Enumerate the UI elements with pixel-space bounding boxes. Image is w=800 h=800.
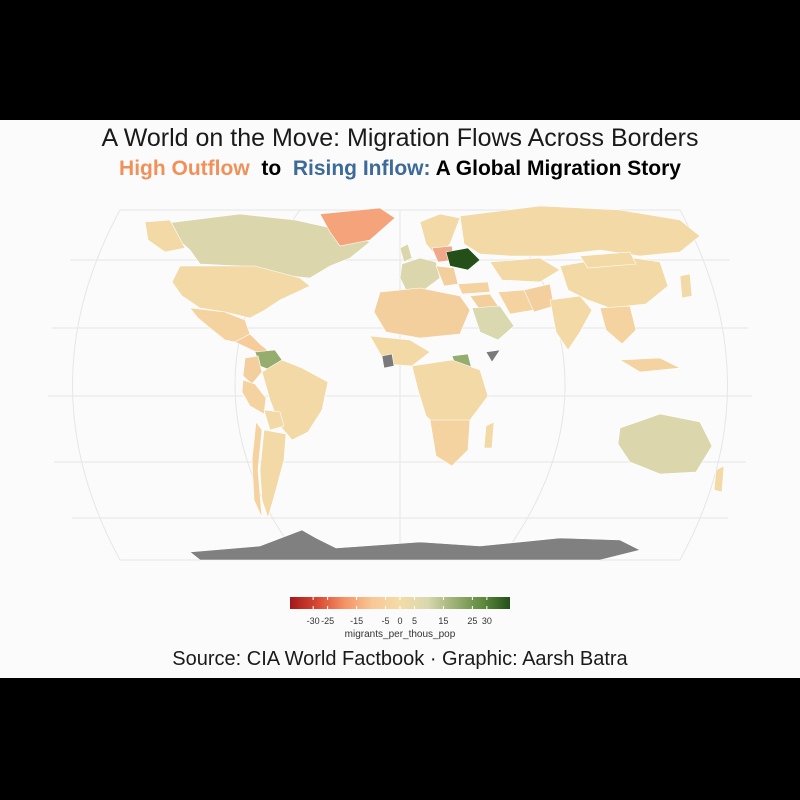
map-subtitle: High Outflow to Rising Inflow: A Global … — [0, 157, 800, 181]
country-japan[interactable] — [679, 273, 693, 299]
country-alaska[interactable] — [144, 219, 186, 253]
country-bolivia[interactable] — [263, 409, 285, 431]
legend-tick-label: -5 — [381, 616, 390, 626]
country-saudi-arabia[interactable] — [471, 305, 515, 341]
country-turkey[interactable] — [457, 281, 491, 295]
country-australia[interactable] — [617, 413, 713, 475]
legend-colorbar — [290, 597, 510, 609]
map-legend: -30 -25 -15 -5 0 5 15 25 30 migrants_per_thous_p… — [290, 596, 510, 640]
country-uk[interactable] — [399, 243, 413, 263]
country-ukraine[interactable] — [445, 247, 481, 271]
country-mongolia[interactable] — [579, 251, 637, 269]
legend-tick-label: 15 — [438, 616, 449, 626]
country-new-zealand[interactable] — [713, 465, 725, 493]
subtitle-to: to — [261, 157, 282, 180]
subtitle-story: A Global Migration Story — [435, 157, 681, 180]
subtitle-high-outflow: High Outflow — [119, 157, 250, 180]
country-usa[interactable] — [171, 265, 311, 319]
country-cote-divoire[interactable] — [381, 353, 395, 369]
country-madagascar[interactable] — [483, 421, 495, 449]
country-kazakhstan[interactable] — [489, 257, 561, 283]
legend-tick-label: 5 — [411, 616, 417, 626]
country-greenland[interactable] — [319, 207, 396, 247]
country-india[interactable] — [549, 295, 593, 351]
map-title: A World on the Move: Migration Flows Acr… — [101, 124, 699, 152]
legend-tick-label: -25 — [321, 616, 335, 626]
country-indonesia[interactable] — [618, 357, 682, 373]
subtitle-rising-inflow: Rising Inflow: — [292, 157, 431, 180]
map-caption: Source: CIA World Factbook · Graphic: Aa… — [172, 648, 628, 670]
country-peru[interactable] — [241, 379, 267, 415]
legend-tick-label: 30 — [481, 616, 492, 626]
country-chile[interactable] — [251, 421, 263, 519]
country-colombia[interactable] — [242, 355, 263, 385]
country-argentina[interactable] — [259, 429, 287, 520]
legend-tick-label: 25 — [467, 616, 478, 626]
country-scandinavia[interactable] — [419, 213, 461, 257]
legend-tick-labels: -30 -25 -15 -5 0 5 15 25 30 — [290, 614, 510, 628]
legend-title: migrants_per_thous_pop — [344, 629, 456, 640]
legend-tick-label: 0 — [397, 616, 403, 626]
country-southern-africa[interactable] — [429, 419, 471, 467]
country-somalia[interactable] — [485, 349, 501, 363]
legend-tick-label: -30 — [306, 616, 320, 626]
countries — [144, 205, 725, 561]
country-north-africa[interactable] — [373, 287, 471, 339]
country-canada[interactable] — [159, 213, 371, 279]
country-west-africa[interactable] — [369, 335, 431, 367]
legend-tick-label: -15 — [350, 616, 364, 626]
world-map — [48, 205, 752, 561]
country-western-europe[interactable] — [399, 257, 441, 291]
country-antarctica[interactable] — [189, 529, 641, 561]
country-russia[interactable] — [459, 205, 701, 257]
country-southeast-asia[interactable] — [599, 305, 637, 345]
